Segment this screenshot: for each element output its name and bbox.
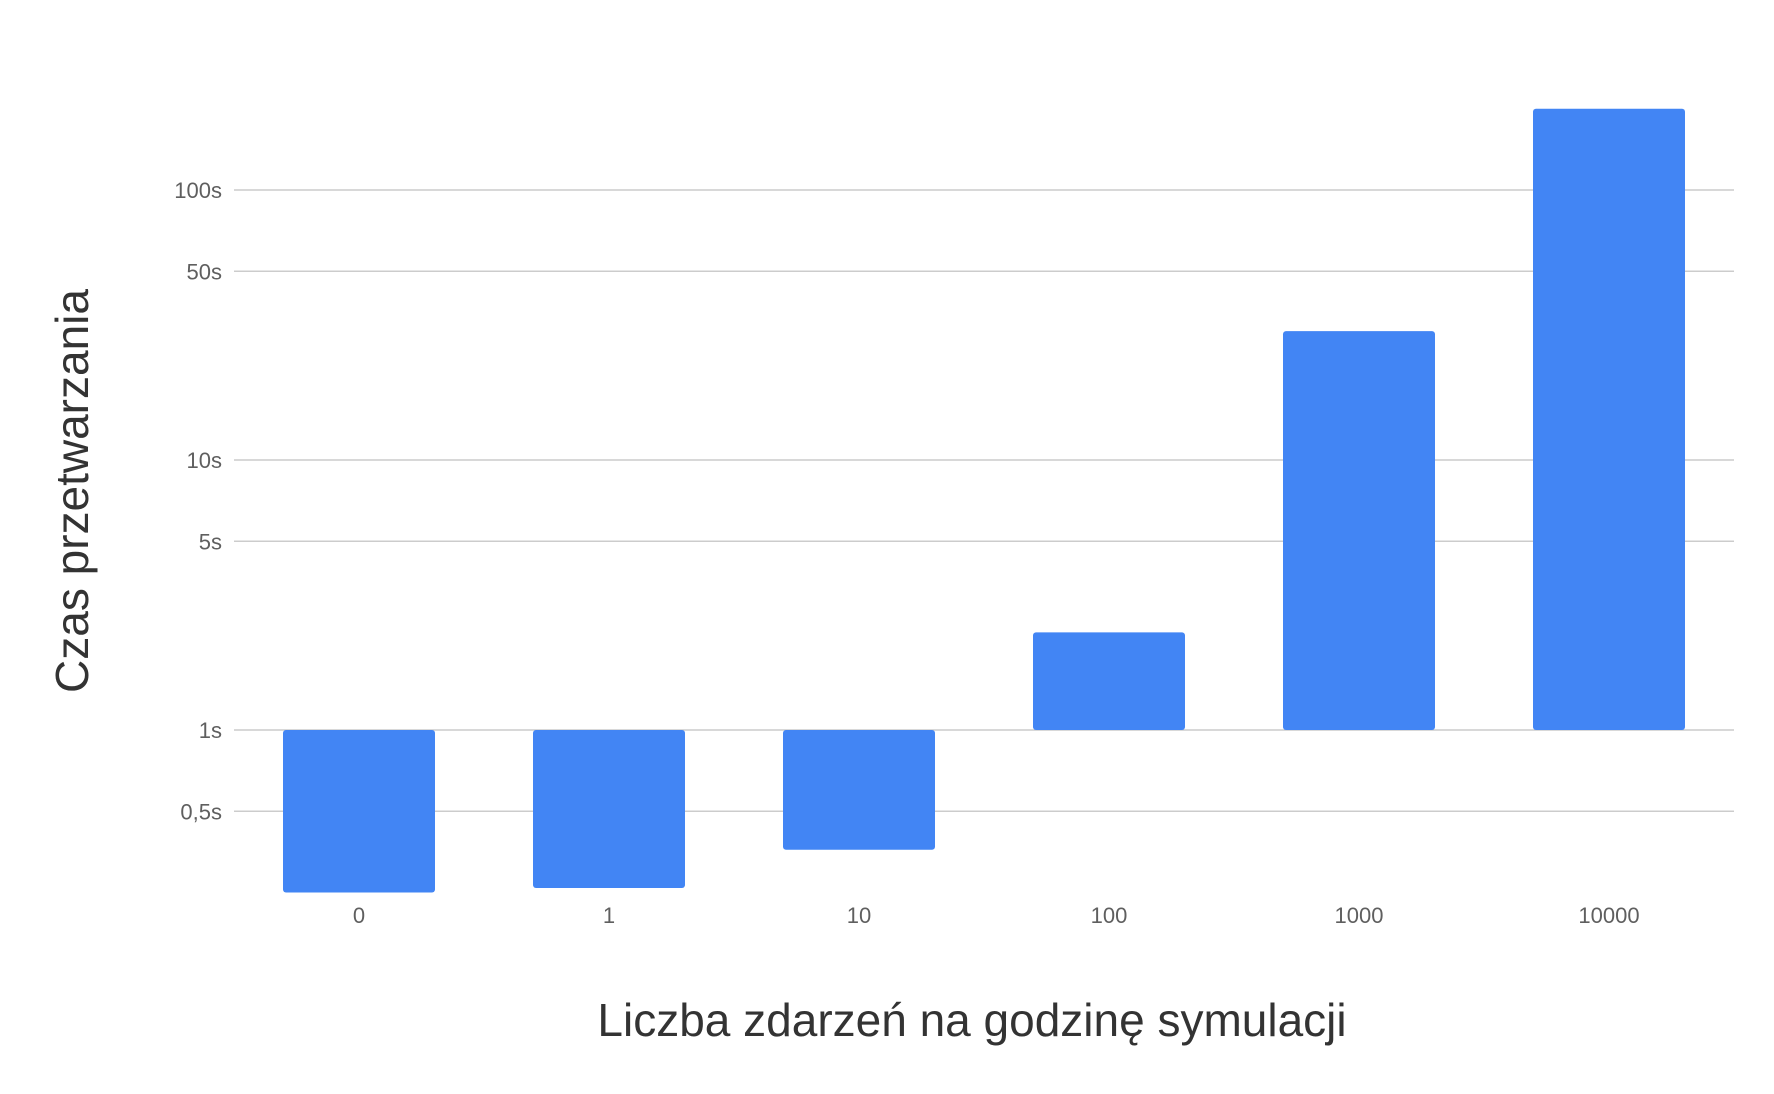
x-tick-label: 1 — [603, 903, 615, 928]
y-tick-label: 1s — [199, 718, 222, 743]
y-axis-title: Czas przetwarzania — [46, 289, 98, 693]
y-tick-label: 10s — [187, 448, 222, 473]
bar-1000 — [1283, 331, 1435, 730]
y-tick-label: 100s — [174, 178, 222, 203]
x-tick-label: 100 — [1091, 903, 1128, 928]
x-tick-label: 10 — [847, 903, 871, 928]
y-tick-label: 50s — [187, 259, 222, 284]
bars — [283, 108, 1685, 893]
bar-10000 — [1533, 108, 1685, 730]
y-tick-label: 0,5s — [180, 799, 222, 824]
x-axis-title: Liczba zdarzeń na godzinę symulacji — [597, 994, 1346, 1046]
gridlines — [234, 189, 1734, 813]
bar-1 — [533, 730, 685, 888]
x-tick-label: 10000 — [1578, 903, 1639, 928]
x-tick-label: 1000 — [1335, 903, 1384, 928]
y-axis-ticks: 0,5s 1s 5s 10s 50s 100s — [174, 178, 222, 824]
bar-10 — [783, 730, 935, 850]
y-tick-label: 5s — [199, 529, 222, 554]
bar-0 — [283, 730, 435, 893]
x-axis-ticks: 0 1 10 100 1000 10000 — [353, 903, 1640, 928]
bar-100 — [1033, 632, 1185, 730]
x-tick-label: 0 — [353, 903, 365, 928]
